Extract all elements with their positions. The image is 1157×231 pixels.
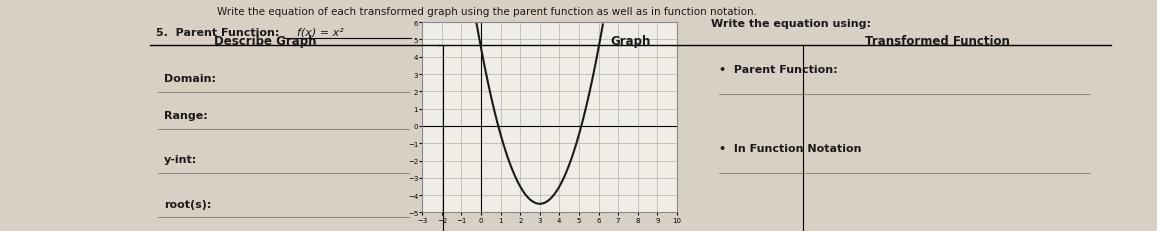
Text: Domain:: Domain: [164,74,215,84]
Text: Write the equation of each transformed graph using the parent function as well a: Write the equation of each transformed g… [216,7,757,17]
Text: Range:: Range: [164,111,207,121]
Text: y-int:: y-int: [164,155,197,165]
Text: 5.  Parent Function:: 5. Parent Function: [156,28,279,38]
Text: Describe Graph: Describe Graph [214,35,317,48]
Text: f(x) = x²: f(x) = x² [296,28,344,38]
Text: root(s):: root(s): [164,199,211,209]
Text: Write the equation using:: Write the equation using: [710,18,871,28]
Text: Graph: Graph [611,35,650,48]
Text: Transformed Function: Transformed Function [865,35,1010,48]
Text: •  In Function Notation: • In Function Notation [720,143,862,153]
Text: •  Parent Function:: • Parent Function: [720,65,838,75]
